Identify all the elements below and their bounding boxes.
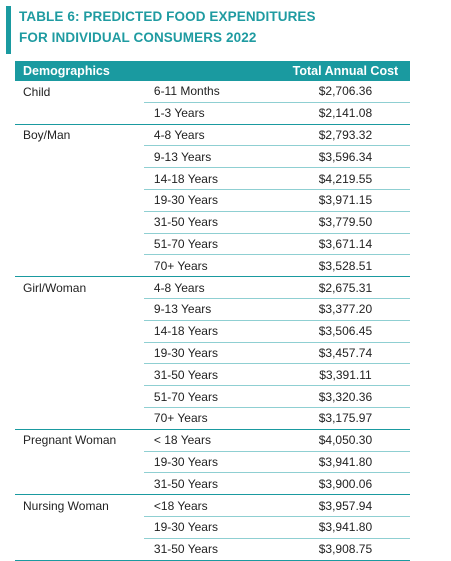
age-cell: 70+ Years [143, 254, 281, 277]
group-cell [15, 211, 144, 233]
table-row: Girl/Woman 4-8 Years $2,675.31 [15, 276, 410, 299]
age-cell: 70+ Years [143, 406, 281, 430]
age-cell: 51-70 Years [143, 385, 281, 408]
table-row: Pregnant Woman < 18 Years $4,050.30 [15, 428, 410, 452]
cost-cell: $2,793.32 [280, 123, 410, 146]
cost-cell: $4,219.55 [280, 167, 410, 190]
table-title-line-2: FOR INDIVIDUAL CONSUMERS 2022 [19, 30, 257, 45]
header-demographics: Demographics [15, 61, 144, 81]
group-cell [15, 516, 144, 538]
table-row: 31-50 Years $3,900.06 [15, 472, 410, 495]
age-cell: 31-50 Years [143, 537, 281, 561]
cost-cell: $4,050.30 [280, 428, 410, 452]
age-cell: 19-30 Years [143, 188, 281, 212]
cost-cell: $2,675.31 [280, 276, 410, 299]
cost-cell: $3,908.75 [280, 537, 410, 561]
table-row: 31-50 Years $3,779.50 [15, 210, 410, 234]
cost-cell: $3,941.80 [280, 450, 410, 473]
age-cell: 31-50 Years [143, 363, 281, 386]
table-title-block: TABLE 6: PREDICTED FOOD EXPENDITURES FOR… [6, 6, 316, 54]
group-cell [15, 386, 144, 408]
age-cell: 14-18 Years [143, 319, 281, 343]
age-cell: 9-13 Years [143, 297, 281, 321]
cost-cell: $3,957.94 [280, 494, 410, 517]
table-row: 14-18 Years $4,219.55 [15, 167, 410, 190]
food-expenditure-table: Demographics Total Annual Cost Child 6-11… [15, 61, 410, 561]
table-row: 70+ Years $3,175.97 [15, 406, 410, 430]
group-cell [15, 233, 144, 255]
table-row: 9-13 Years $3,377.20 [15, 297, 410, 321]
table-row: Nursing Woman <18 Years $3,957.94 [15, 494, 410, 517]
table-row: 31-50 Years $3,391.11 [15, 363, 410, 386]
group-cell: Boy/Man [15, 123, 144, 146]
table-row: 14-18 Years $3,506.45 [15, 319, 410, 343]
group-cell [15, 364, 144, 386]
group-cell [15, 451, 144, 473]
header-row: Demographics Total Annual Cost [15, 61, 410, 81]
table-row: Child 6-11 Months $2,706.36 [15, 80, 410, 103]
table-row: 51-70 Years $3,320.36 [15, 385, 410, 408]
age-cell: 31-50 Years [143, 472, 281, 495]
table-row: Boy/Man 4-8 Years $2,793.32 [15, 123, 410, 146]
age-cell: 31-50 Years [143, 210, 281, 234]
table-row: 31-50 Years $3,908.75 [15, 537, 410, 561]
group-cell [15, 102, 144, 124]
table-row: 19-30 Years $3,457.74 [15, 341, 410, 364]
age-cell: 4-8 Years [143, 276, 281, 299]
age-cell: 14-18 Years [143, 167, 281, 190]
cost-cell: $3,596.34 [280, 145, 410, 168]
age-cell: 6-11 Months [143, 80, 281, 103]
group-cell [15, 320, 144, 342]
cost-cell: $3,320.36 [280, 385, 410, 408]
group-cell: Nursing Woman [15, 494, 144, 517]
table-row: 9-13 Years $3,596.34 [15, 145, 410, 168]
group-cell [15, 168, 144, 190]
cost-cell: $3,900.06 [280, 472, 410, 495]
cost-cell: $3,391.11 [280, 363, 410, 386]
group-cell: Pregnant Woman [15, 428, 144, 452]
group-cell: Girl/Woman [15, 276, 144, 299]
age-cell: 1-3 Years [143, 101, 281, 125]
header-age [143, 61, 281, 81]
table-body: Child 6-11 Months $2,706.36 1-3 Years $2,141… [15, 80, 410, 561]
cost-cell: $3,941.80 [280, 515, 410, 539]
age-cell: <18 Years [143, 494, 281, 517]
cost-cell: $3,175.97 [280, 406, 410, 430]
cost-cell: $3,779.50 [280, 210, 410, 234]
table-row: 51-70 Years $3,671.14 [15, 232, 410, 255]
cost-cell: $2,141.08 [280, 101, 410, 125]
group-cell [15, 189, 144, 211]
group-cell [15, 342, 144, 364]
table-row: 1-3 Years $2,141.08 [15, 101, 410, 125]
group-cell [15, 407, 144, 429]
group-cell: Child [15, 80, 144, 103]
age-cell: 4-8 Years [143, 123, 281, 146]
cost-cell: $2,706.36 [280, 80, 410, 103]
table-row: 19-30 Years $3,941.80 [15, 450, 410, 473]
cost-cell: $3,377.20 [280, 297, 410, 321]
age-cell: < 18 Years [143, 428, 281, 452]
age-cell: 9-13 Years [143, 145, 281, 168]
cost-cell: $3,671.14 [280, 232, 410, 255]
table-row: 19-30 Years $3,941.80 [15, 515, 410, 539]
age-cell: 19-30 Years [143, 450, 281, 473]
group-cell [15, 146, 144, 168]
cost-cell: $3,971.15 [280, 188, 410, 212]
group-cell [15, 298, 144, 320]
cost-cell: $3,528.51 [280, 254, 410, 277]
header-total-annual-cost: Total Annual Cost [280, 61, 410, 81]
age-cell: 19-30 Years [143, 515, 281, 539]
age-cell: 19-30 Years [143, 341, 281, 364]
cost-cell: $3,506.45 [280, 319, 410, 343]
table-row: 19-30 Years $3,971.15 [15, 188, 410, 212]
table-header: Demographics Total Annual Cost [15, 61, 410, 81]
group-cell [15, 255, 144, 277]
age-cell: 51-70 Years [143, 232, 281, 255]
group-cell [15, 538, 144, 561]
group-cell [15, 473, 144, 495]
table-row: 70+ Years $3,528.51 [15, 254, 410, 277]
table-title-line-1: TABLE 6: PREDICTED FOOD EXPENDITURES [19, 9, 316, 24]
cost-cell: $3,457.74 [280, 341, 410, 364]
